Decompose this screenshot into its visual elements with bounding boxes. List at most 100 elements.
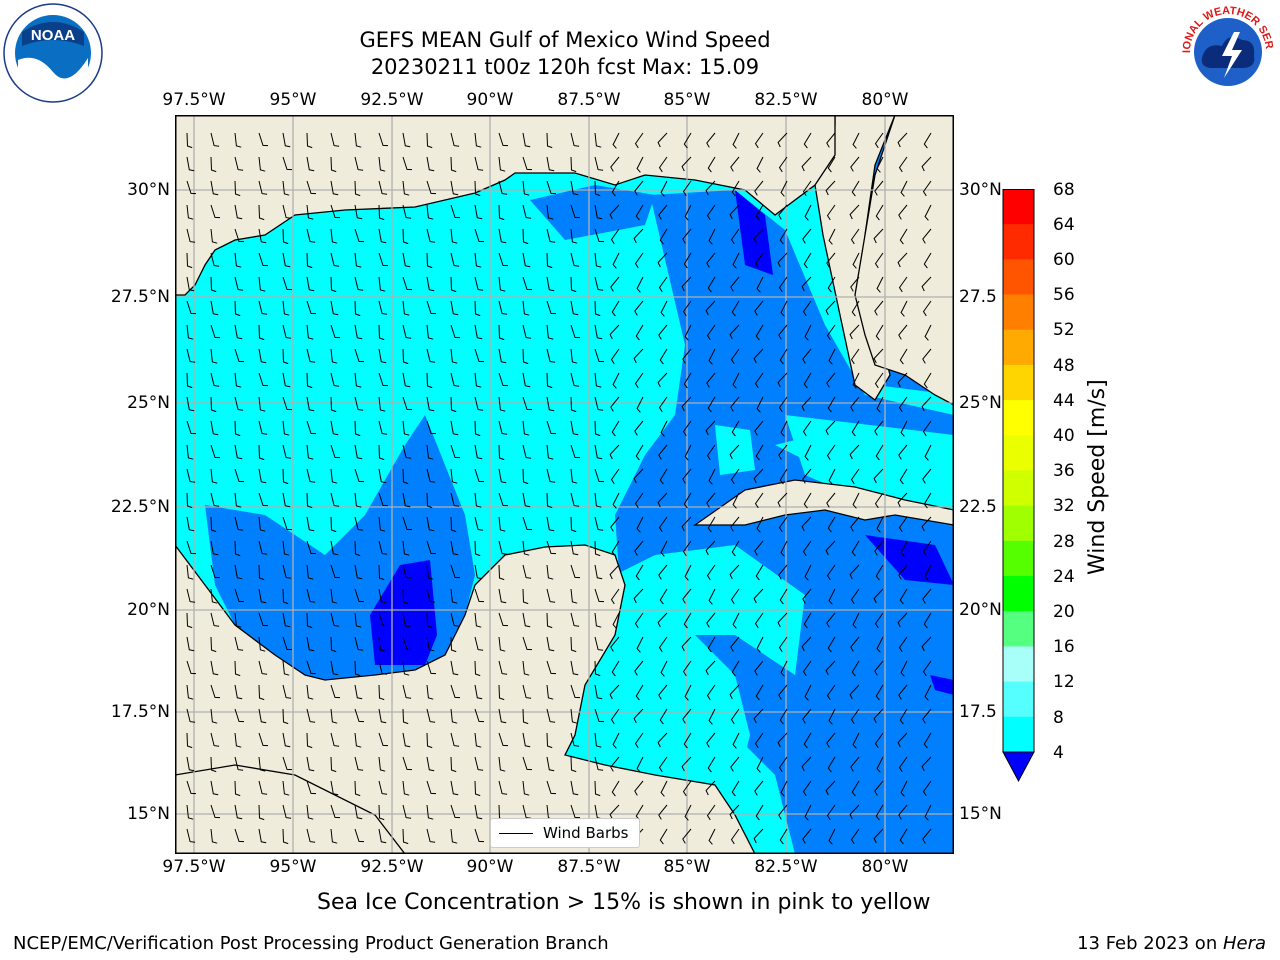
wind-barb [234, 660, 241, 677]
wind-barb [234, 564, 243, 580]
wind-barb [498, 780, 508, 795]
wind-barb [875, 324, 884, 341]
wind-barb [402, 780, 410, 796]
wind-barb [186, 372, 193, 389]
wind-barb [474, 564, 483, 580]
wind-barb [922, 708, 932, 724]
wind-barb [873, 348, 884, 364]
wind-barb [186, 228, 196, 243]
wind-barb [852, 612, 860, 629]
wind-barb [354, 228, 365, 243]
wind-barb [707, 396, 716, 413]
wind-barb [450, 156, 457, 173]
wind-barb [874, 180, 884, 196]
wind-barb [498, 132, 509, 147]
wind-barb [186, 540, 197, 555]
wind-barb [210, 156, 217, 173]
wind-barb [706, 132, 716, 148]
wind-barb [330, 516, 337, 533]
wind-barb [826, 732, 836, 748]
wind-barb [803, 492, 812, 509]
wind-barb [522, 708, 529, 725]
wind-barb [684, 204, 692, 221]
wind-barb [899, 228, 908, 245]
wind-barb [378, 372, 389, 387]
wind-barb [682, 180, 692, 197]
wind-barb [258, 324, 265, 341]
wind-barb [873, 468, 884, 484]
wind-barb [754, 540, 764, 556]
wind-barb [682, 660, 692, 677]
wind-barb [498, 612, 509, 627]
lat-tick-left: 15°N [127, 804, 170, 824]
wind-barb [851, 540, 860, 557]
wind-barb [546, 228, 556, 243]
wind-barb [282, 492, 291, 508]
wind-barb [354, 132, 362, 148]
wind-barb [522, 588, 529, 605]
wind-barb [876, 756, 884, 773]
wind-barb [402, 636, 413, 651]
wind-barb [234, 396, 244, 411]
wind-barb [234, 348, 245, 363]
wind-barb [426, 660, 437, 675]
wind-barb [522, 180, 530, 196]
wind-barb [876, 396, 884, 413]
map-legend: Wind Barbs [490, 818, 640, 848]
wind-barb [498, 588, 507, 604]
wind-barb [186, 396, 195, 412]
wind-barb [804, 204, 812, 221]
wind-barb [594, 132, 602, 148]
wind-barb [186, 204, 194, 220]
wind-barb [498, 372, 509, 387]
wind-barb [876, 636, 884, 653]
wind-barb [851, 420, 860, 437]
wind-barb [282, 588, 289, 605]
wind-barb [683, 372, 692, 389]
wind-barb [378, 828, 387, 844]
wind-barb [378, 228, 387, 244]
wind-barb [657, 252, 668, 268]
wind-barb [186, 636, 195, 652]
wind-barb [450, 420, 459, 436]
lat-tick-left: 22.5°N [110, 497, 170, 517]
wind-barb [282, 516, 293, 531]
colorbar-tick: 28 [1053, 532, 1075, 552]
wind-barb [730, 348, 740, 365]
wind-barb [594, 300, 601, 317]
wind-barb [570, 228, 578, 244]
wind-barb [306, 156, 315, 172]
wind-barb [186, 444, 194, 460]
wind-barb [426, 564, 434, 580]
lat-tick-left: 20°N [127, 600, 170, 620]
wind-barb [474, 780, 481, 797]
wind-barb [570, 564, 581, 579]
wind-barb [234, 540, 241, 557]
wind-barb [474, 516, 484, 531]
wind-barb [210, 684, 221, 699]
wind-barb [330, 612, 340, 627]
wind-barb [306, 684, 314, 700]
wind-barb [594, 252, 602, 268]
wind-barb [681, 756, 692, 772]
wind-barb [780, 420, 788, 437]
wind-barb [634, 300, 644, 316]
wind-barb [682, 780, 692, 797]
wind-barb [755, 324, 764, 341]
map-subtitle: 20230211 t00z 120h fcst Max: 15.09 [370, 55, 760, 79]
wind-barb [402, 708, 409, 725]
wind-barb [659, 588, 668, 605]
wind-barb [898, 756, 908, 773]
wind-barb [570, 492, 580, 507]
wind-barb [522, 300, 530, 316]
wind-barb [450, 732, 460, 747]
wind-barb [594, 516, 604, 531]
wind-barb [450, 324, 461, 339]
wind-barb [852, 732, 860, 749]
wind-barb [779, 828, 788, 845]
wind-barb [874, 300, 884, 316]
wind-barb [282, 180, 290, 196]
wind-barb [921, 156, 932, 172]
footer-date-text: 13 Feb 2023 on [1077, 933, 1223, 954]
wind-barb [730, 396, 740, 412]
